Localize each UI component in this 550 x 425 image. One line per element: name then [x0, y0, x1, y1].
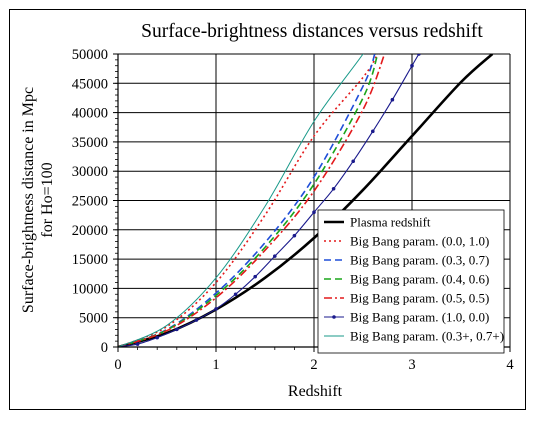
y-tick-label: 20000 — [72, 223, 108, 239]
series-line-big-bang-param-0-3-0-7 — [118, 54, 364, 347]
series-lines — [118, 54, 494, 347]
chart-title: Surface-brightness distances versus reds… — [141, 21, 483, 42]
x-tick-label: 0 — [114, 357, 121, 373]
x-tick-label: 2 — [310, 357, 317, 373]
y-tick-label: 45000 — [72, 76, 108, 92]
data-point — [273, 254, 277, 258]
y-tick-label: 30000 — [72, 164, 108, 180]
data-point — [371, 129, 375, 134]
legend-box — [317, 209, 505, 354]
x-axis-label: Redshift — [288, 383, 343, 400]
y-tick-label: 5000 — [79, 311, 108, 327]
data-point — [175, 327, 179, 332]
y-tick-label: 10000 — [72, 281, 108, 297]
series-line-big-bang-param-0-0-1-0 — [118, 54, 379, 347]
legend-label: Big Bang param. (0.3+, 0.7+) — [350, 329, 504, 344]
y-tick-label: 25000 — [72, 194, 108, 210]
y-axis-label-line1: Surface-brightness distance in Mpc — [20, 87, 37, 313]
y-axis-label-line2: for Ho=100 — [39, 162, 56, 237]
data-point — [410, 63, 414, 68]
data-point — [233, 292, 238, 297]
data-point — [417, 54, 421, 56]
data-point — [155, 335, 159, 340]
data-point — [331, 186, 336, 191]
x-tick-label: 1 — [212, 357, 219, 373]
data-point — [390, 97, 395, 102]
series-line-big-bang-param-0-5-0-5 — [118, 54, 386, 347]
data-point — [312, 210, 316, 215]
legend-label: Plasma redshift — [350, 215, 431, 230]
legend-label: Big Bang param. (1.0, 0.0) — [350, 310, 489, 325]
data-point — [214, 307, 218, 311]
y-tick-label: 0 — [101, 340, 108, 356]
x-tick-label: 3 — [408, 357, 415, 373]
series-line-big-bang-param-0-4-0-6 — [118, 54, 379, 347]
legend-label: Big Bang param. (0.5, 0.5) — [350, 291, 489, 306]
legend-label: Big Bang param. (0.0, 1.0) — [350, 234, 489, 249]
y-tick-label: 15000 — [72, 252, 108, 268]
y-tick-label: 35000 — [72, 135, 108, 151]
legend: Plasma redshift Big Bang param. (0.0, 1.0… — [317, 209, 505, 354]
legend-label: Big Bang param. (0.4, 0.6) — [350, 272, 489, 287]
data-point — [253, 274, 257, 279]
legend-marker — [332, 315, 336, 319]
y-tick-label: 40000 — [72, 106, 108, 122]
data-point — [292, 233, 297, 238]
data-point — [194, 318, 199, 322]
x-tick-label: 4 — [506, 357, 514, 373]
data-point — [351, 159, 356, 164]
y-tick-label: 50000 — [72, 47, 108, 63]
data-point — [135, 342, 140, 346]
series-line-big-bang-param-0-3-0-7 — [118, 54, 376, 347]
legend-label: Big Bang param. (0.3, 0.7) — [350, 253, 489, 268]
